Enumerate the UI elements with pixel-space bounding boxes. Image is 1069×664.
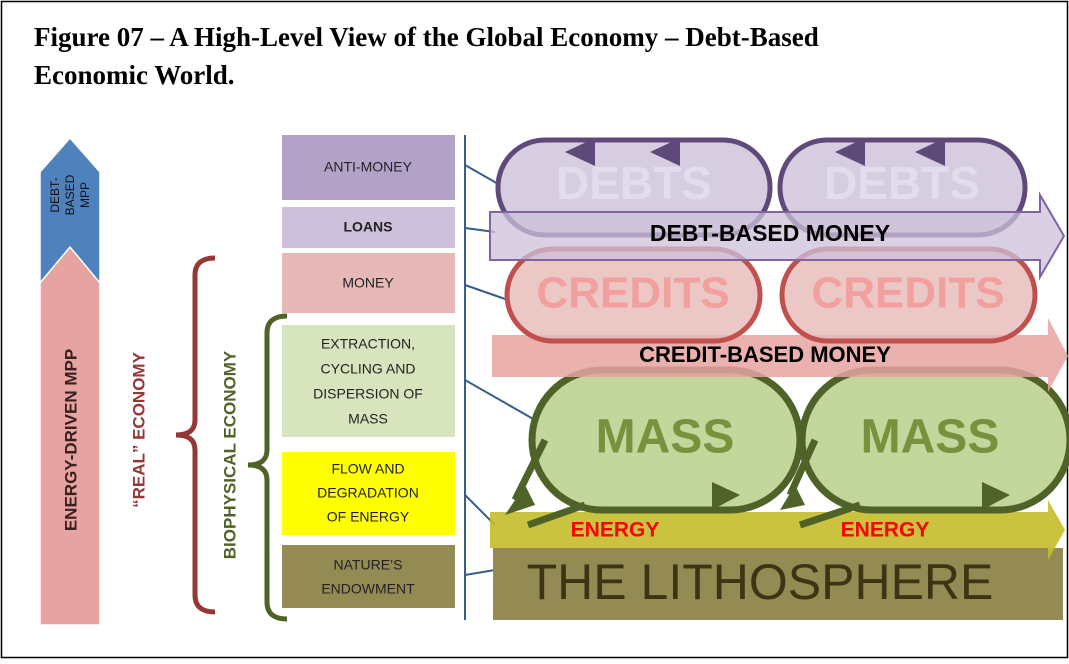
lithosphere xyxy=(493,548,1063,620)
level-box xyxy=(282,253,455,313)
level-text: CYCLING AND xyxy=(321,361,416,377)
energy-mpp-arrow xyxy=(39,245,101,626)
level-text: DEGRADATION xyxy=(317,485,419,501)
level-text: DISPERSION OF xyxy=(313,386,423,402)
level-text: FLOW AND xyxy=(331,461,404,477)
brace-label: “REAL” ECONOMY xyxy=(129,351,148,508)
mass-arrows xyxy=(511,438,862,529)
level-text: EXTRACTION, xyxy=(321,336,415,352)
shape-label: DEBT-BASED MONEY xyxy=(650,220,890,246)
level-box xyxy=(282,325,455,437)
energy-arrow xyxy=(490,500,1065,560)
level-box xyxy=(282,545,455,608)
loan-arrow xyxy=(489,191,1066,281)
shape-label: DEBTS xyxy=(556,157,712,209)
shape-label: ENERGY xyxy=(841,519,930,542)
arrowheads xyxy=(565,138,945,166)
brace-label: BIOPHYSICAL ECONOMY xyxy=(220,350,239,559)
shape-label: THE LITHOSPHERE xyxy=(527,554,994,610)
shape-label: MASS xyxy=(596,411,735,464)
arrowheads xyxy=(505,482,1010,515)
level-text: ENDOWMENT xyxy=(321,581,415,597)
level-box xyxy=(282,135,455,200)
shape-label: DEBTS xyxy=(824,157,980,209)
shape-label: CREDITS xyxy=(536,269,729,318)
level-text: OF ENERGY xyxy=(327,509,410,525)
arrow-label: ENERGY-DRIVEN MPP xyxy=(61,349,80,531)
brace xyxy=(247,313,288,622)
level-text: LOANS xyxy=(344,219,393,235)
title-line: Economic World. xyxy=(34,60,235,90)
shape-label: ENERGY xyxy=(571,519,660,542)
level-text: MASS xyxy=(348,411,388,427)
level-text: NATURE’S xyxy=(334,557,403,573)
level-box xyxy=(282,452,455,535)
level-text: ANTI-MONEY xyxy=(324,159,413,175)
shape-label: CREDITS xyxy=(811,269,1004,318)
level-box xyxy=(282,207,455,248)
title-line: Figure 07 – A High-Level View of the Glo… xyxy=(34,22,819,52)
arrow-label: DEBT- xyxy=(48,177,62,212)
shape-label: MASS xyxy=(861,411,1000,464)
arrow-label: BASED xyxy=(63,174,77,215)
level-text: MONEY xyxy=(342,275,394,291)
shape-label: CREDIT-BASED MONEY xyxy=(639,342,891,367)
brace xyxy=(175,255,216,615)
arrow-label: MPP xyxy=(78,182,92,208)
